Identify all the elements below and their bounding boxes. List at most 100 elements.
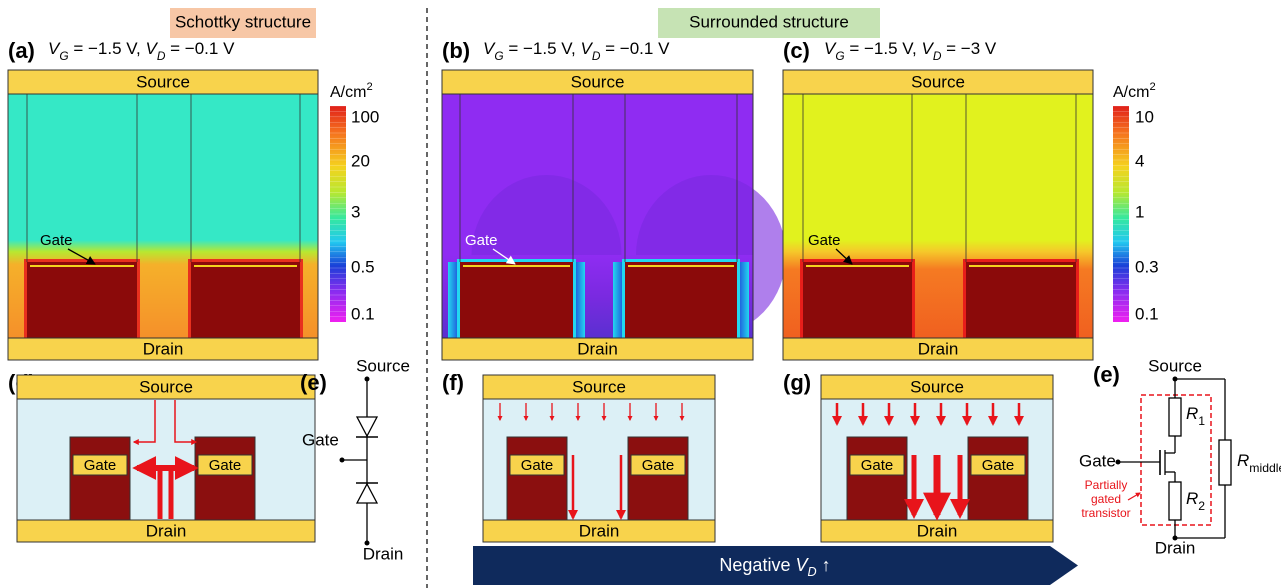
colorbar-tick-label: 0.3 [1135,257,1159,276]
colorbar-tick-label: 0.5 [351,257,375,276]
source-label: Source [136,72,190,91]
colorbar-unit-part: A/cm [330,84,366,101]
condition: VG = −1.5 V, VD = −0.1 V [483,39,670,63]
gate-label: Gate [302,430,339,449]
source-label: Source [911,72,965,91]
drain-label: Drain [363,544,404,563]
colorbar-unit-part: 2 [366,81,372,93]
gate-block [507,437,567,520]
trend-label-part: ↑ [817,555,831,575]
drain-label: Drain [143,339,184,358]
terminal [340,458,345,463]
condition-part: G [59,49,68,63]
note: transistor [1081,506,1130,520]
gate-label: Gate [84,457,117,474]
terminal [365,377,370,382]
gate-label: Gate [642,457,675,474]
gate-block [847,437,907,520]
source-label: Source [571,72,625,91]
header-left: Schottky structure [175,12,311,31]
gate-annotation: Gate [40,232,73,249]
drain-label: Drain [917,521,958,540]
note-arrow [1128,493,1140,500]
resistor-label-part: R [1186,404,1198,423]
gate-label: Gate [861,457,894,474]
note: gated [1091,492,1121,506]
gate-block [966,262,1076,338]
gate-annotation: Gate [808,232,841,249]
colorbar-unit-part: A/cm [1113,84,1149,101]
panel-label: (a) [8,38,35,63]
resistor-label-part: middle [1249,461,1281,475]
colorbar-tick-label: 0.1 [1135,304,1159,323]
figure: Schottky structure Surrounded structure (a… [0,0,1281,588]
condition-part: = −1.5 V, [69,39,146,58]
panel-label: (f) [442,370,464,395]
condition-part: = −0.1 V [165,39,235,58]
resistor-label-part: 1 [1198,414,1205,428]
colorbar-tick-label: 10 [1135,107,1154,126]
colorbar-tick-label: 1 [1135,202,1144,221]
source-label: Source [910,377,964,396]
gate-label: Gate [521,457,554,474]
resistor [1219,440,1231,485]
resistor-label: Rmiddle [1237,451,1281,475]
gate-block [70,437,130,520]
panel-label: (b) [442,38,470,63]
condition: VG = −1.5 V, VD = −3 V [824,39,997,63]
condition: VG = −1.5 V, VD = −0.1 V [48,39,235,63]
channel-body [17,399,315,520]
colorbar-tick-label: 20 [351,151,370,170]
drain-label: Drain [579,521,620,540]
panel-label: (c) [783,38,810,63]
gate-block [460,262,573,338]
drain-label: Drain [918,339,959,358]
note: Partially [1085,478,1128,492]
gate-annotation: Gate [465,232,498,249]
gate-block [968,437,1028,520]
colorbar-tick-label: 3 [351,202,360,221]
source-label: Source [139,377,193,396]
resistor-label: R1 [1186,404,1205,428]
resistor-label-part: R [1237,451,1249,470]
page-body: { "header": {"left": "Schottky structure… [0,0,1281,588]
terminal [1116,460,1121,465]
resistor-label-part: 2 [1198,499,1205,513]
drain-label: Drain [146,521,187,540]
drain-label: Drain [1155,538,1196,557]
source-label: Source [572,377,626,396]
colorbar-tick-label: 100 [351,107,379,126]
panel-label: (g) [783,370,811,395]
colorbar-unit: A/cm2 [330,81,373,101]
terminal [1173,377,1178,382]
diode [357,484,377,503]
header-right: Surrounded structure [689,12,849,31]
trend-label-part: Negative [719,555,795,575]
colorbar-unit-part: 2 [1149,81,1155,93]
drain-label: Drain [577,339,618,358]
resistor-label-part: R [1186,489,1198,508]
resistor [1169,482,1181,520]
gate-block [191,262,300,338]
panel-label: (e) [1093,362,1120,387]
condition-part: = −3 V [941,39,996,58]
trend-label-part: D [807,565,816,579]
condition-part: = −1.5 V, [504,39,581,58]
gate-label: Gate [209,457,242,474]
terminal [365,541,370,546]
gate-block [628,437,688,520]
source-label: Source [356,356,410,375]
condition-part: = −0.1 V [600,39,670,58]
colorbar-unit: A/cm2 [1113,81,1156,101]
condition-part: G [494,49,503,63]
resistor-label: R2 [1186,489,1205,513]
diode [357,417,377,436]
resistor [1169,398,1181,436]
gate-block [195,437,255,520]
panel-label: (e) [300,370,327,395]
gate-label: Gate [1079,451,1116,470]
colorbar-tick-label: 0.1 [351,304,375,323]
gate-block [625,262,737,338]
terminal [1173,536,1178,541]
condition-part: = −1.5 V, [845,39,922,58]
